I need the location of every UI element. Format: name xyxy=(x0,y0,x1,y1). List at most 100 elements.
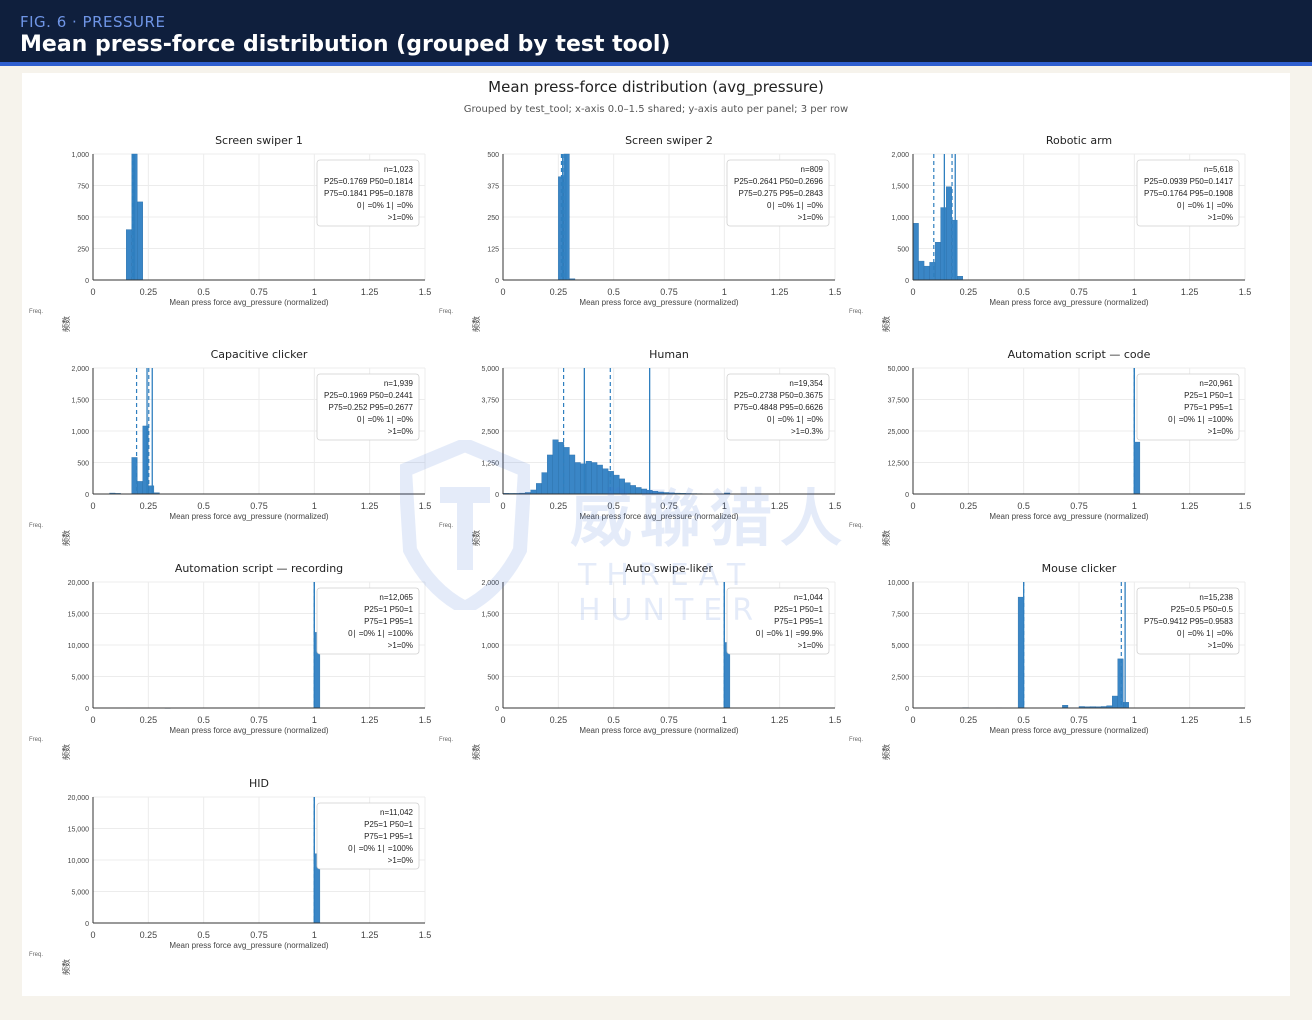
y-tick-label: 375 xyxy=(487,184,499,191)
stats-line: P25=1 P50=1 xyxy=(774,605,823,614)
y-axis-label-en: Freq. xyxy=(439,737,453,743)
y-tick-label: 1,500 xyxy=(71,398,89,405)
stats-line: >1=0% xyxy=(388,641,413,650)
x-tick-label: 1.5 xyxy=(419,930,432,940)
x-tick-label: 1.5 xyxy=(419,501,432,511)
x-tick-label: 0.25 xyxy=(140,501,158,511)
chart-title: Mean press-force distribution (avg_press… xyxy=(488,78,824,96)
stats-line: P25=0.1769 P50=0.1814 xyxy=(324,177,414,186)
stats-line: 0∣ =0% 1∣ =100% xyxy=(348,629,413,638)
x-tick-label: 1 xyxy=(1132,287,1137,297)
y-tick-label: 15,000 xyxy=(68,612,90,619)
x-tick-label: 0.75 xyxy=(660,501,678,511)
x-tick-label: 0 xyxy=(500,287,505,297)
y-axis-label-en: Freq. xyxy=(849,737,863,743)
stats-line: >1=0% xyxy=(388,213,413,222)
stats-line: n=12,065 xyxy=(379,593,413,602)
stats-box xyxy=(1136,373,1240,441)
stats-line: P75=1 P95=1 xyxy=(774,617,823,626)
histogram-bar xyxy=(1017,596,1024,709)
x-tick-label: 0.5 xyxy=(1017,287,1030,297)
y-tick-label: 1,000 xyxy=(71,152,89,159)
histogram-bar xyxy=(1111,695,1118,709)
x-tick-label: 1.25 xyxy=(1181,287,1199,297)
x-tick-label: 0 xyxy=(910,715,915,725)
y-tick-label: 0 xyxy=(85,492,89,499)
x-axis-label: Mean press force avg_pressure (normalize… xyxy=(989,298,1149,307)
x-tick-label: 0.75 xyxy=(660,287,678,297)
y-axis-label-en: Freq. xyxy=(29,309,43,315)
y-tick-label: 1,250 xyxy=(481,461,499,468)
histogram-bar xyxy=(923,265,930,281)
x-tick-label: 1 xyxy=(722,501,727,511)
y-axis-label: 频数 xyxy=(61,530,71,546)
x-tick-label: 0.75 xyxy=(250,287,268,297)
histogram-bar xyxy=(596,464,603,495)
x-tick-label: 0.75 xyxy=(250,715,268,725)
panel-title: Robotic arm xyxy=(1046,134,1112,147)
stats-line: P75=0.275 P95=0.2843 xyxy=(738,189,823,198)
x-tick-label: 0.5 xyxy=(197,715,210,725)
x-tick-label: 1.5 xyxy=(829,287,842,297)
y-tick-label: 1,000 xyxy=(481,643,499,650)
y-tick-label: 0 xyxy=(495,492,499,499)
y-tick-label: 5,000 xyxy=(71,675,89,682)
stats-line: P75=0.1764 P95=0.1908 xyxy=(1144,189,1234,198)
histogram-bar xyxy=(574,462,581,495)
stats-box xyxy=(1136,159,1240,227)
panel-title: Screen swiper 2 xyxy=(625,134,713,147)
stats-line: P25=1 P50=1 xyxy=(364,605,413,614)
histogram-panel: Automation script — recording 0 0.25 0.5 0.7… xyxy=(29,562,431,760)
x-tick-label: 0.25 xyxy=(550,715,568,725)
histogram-bar xyxy=(536,483,542,495)
histogram-panel: Screen swiper 1 0 0.25 0.5 0.75 1 1.25 1.5 0 250 5… xyxy=(29,134,431,332)
stats-line: P25=0.0939 P50=0.1417 xyxy=(1144,177,1234,186)
y-tick-label: 7,500 xyxy=(891,612,909,619)
x-tick-label: 1.25 xyxy=(361,501,379,511)
y-axis-label: 频数 xyxy=(61,744,71,760)
y-tick-label: 0 xyxy=(85,278,89,285)
panel-title: Mouse clicker xyxy=(1042,562,1117,575)
histogram-bar xyxy=(635,487,642,495)
x-tick-label: 0.25 xyxy=(140,930,158,940)
histogram-bar xyxy=(563,447,570,495)
x-axis-label: Mean press force avg_pressure (normalize… xyxy=(579,512,739,521)
histogram-bar xyxy=(619,478,625,495)
stats-line: n=19,354 xyxy=(789,379,823,388)
histogram-panel: Mouse clicker 0 0.25 0.5 0.75 1 1.25 1.5 0 2,500 5… xyxy=(849,562,1251,760)
histogram-panel: Human 0 0.25 0.5 0.75 1 1.25 1.5 0 1,250 2,500 3,75… xyxy=(439,348,841,546)
stats-box xyxy=(316,373,420,441)
y-tick-label: 2,000 xyxy=(891,152,909,159)
x-tick-label: 0.75 xyxy=(250,930,268,940)
stats-line: n=11,042 xyxy=(380,808,414,817)
stats-box xyxy=(316,802,420,870)
stats-line: P25=1 P50=1 xyxy=(1184,391,1233,400)
histogram-bar xyxy=(137,201,143,281)
x-tick-label: 0.25 xyxy=(960,715,978,725)
x-axis-label: Mean press force avg_pressure (normalize… xyxy=(989,726,1149,735)
stats-line: 0∣ =0% 1∣ =0% xyxy=(767,201,823,210)
x-tick-label: 0 xyxy=(90,930,95,940)
x-tick-label: 1.25 xyxy=(361,287,379,297)
x-tick-label: 1 xyxy=(312,287,317,297)
x-axis-label: Mean press force avg_pressure (normalize… xyxy=(169,941,329,950)
y-axis-label: 频数 xyxy=(61,959,71,975)
x-tick-label: 1.25 xyxy=(771,715,789,725)
histogram-bar xyxy=(630,485,636,495)
histogram-bar xyxy=(912,223,919,281)
stats-line: >1=0% xyxy=(1208,427,1233,436)
x-tick-label: 1.5 xyxy=(829,501,842,511)
histogram-panel: Automation script — code 0 0.25 0.5 0.75 1 1.2… xyxy=(849,348,1251,546)
y-axis-label: 频数 xyxy=(881,744,891,760)
stats-line: >1=0% xyxy=(1208,641,1233,650)
y-axis-label: 频数 xyxy=(471,744,481,760)
y-tick-label: 5,000 xyxy=(71,890,89,897)
y-tick-label: 750 xyxy=(77,184,89,191)
stats-line: P75=1 P95=1 xyxy=(364,617,413,626)
x-tick-label: 1.25 xyxy=(771,287,789,297)
histogram-panel: Robotic arm 0 0.25 0.5 0.75 1 1.25 1.5 0 500 1,000… xyxy=(849,134,1251,332)
panel-title: Capacitive clicker xyxy=(211,348,308,361)
y-tick-label: 250 xyxy=(487,215,499,222)
x-tick-label: 0 xyxy=(910,287,915,297)
